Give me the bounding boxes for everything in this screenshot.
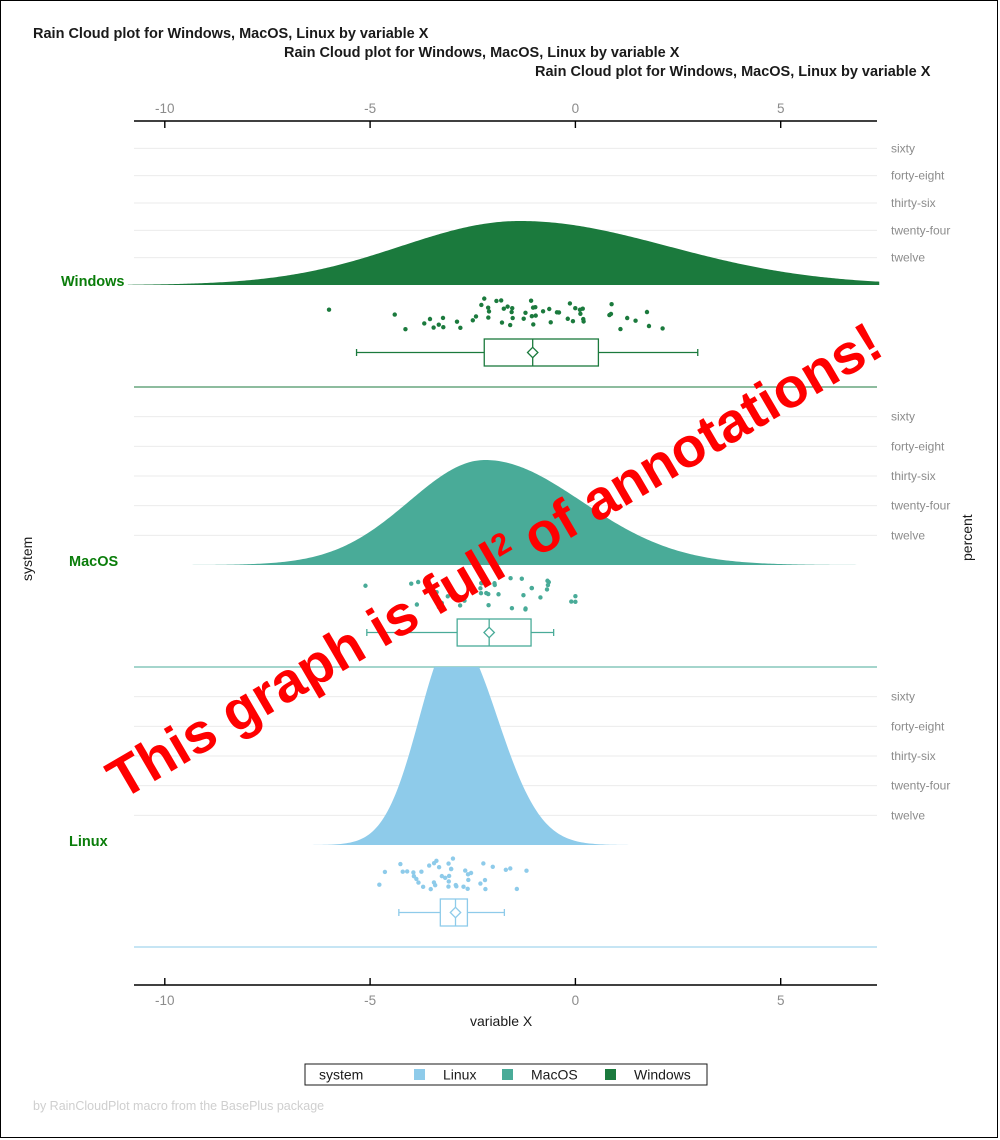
svg-text:thirty-six: thirty-six xyxy=(891,749,936,763)
svg-text:thirty-six: thirty-six xyxy=(891,196,936,210)
svg-text:twenty-four: twenty-four xyxy=(891,499,950,513)
svg-text:MacOS: MacOS xyxy=(531,1067,578,1083)
svg-text:sixty: sixty xyxy=(891,141,915,155)
svg-text:twenty-four: twenty-four xyxy=(891,779,950,793)
svg-text:-5: -5 xyxy=(364,993,376,1008)
svg-text:twelve: twelve xyxy=(891,808,925,822)
svg-text:forty-eight: forty-eight xyxy=(891,169,945,183)
svg-text:sixty: sixty xyxy=(891,410,915,424)
svg-text:-10: -10 xyxy=(155,993,175,1008)
svg-text:thirty-six: thirty-six xyxy=(891,469,936,483)
svg-text:5: 5 xyxy=(777,993,785,1008)
svg-text:Linux: Linux xyxy=(443,1067,476,1083)
svg-text:twelve: twelve xyxy=(891,251,925,265)
svg-text:twelve: twelve xyxy=(891,528,925,542)
svg-text:5: 5 xyxy=(777,101,785,116)
svg-text:Windows: Windows xyxy=(634,1067,691,1083)
svg-text:forty-eight: forty-eight xyxy=(891,439,945,453)
svg-text:forty-eight: forty-eight xyxy=(891,719,945,733)
svg-text:0: 0 xyxy=(572,993,580,1008)
svg-text:0: 0 xyxy=(572,101,580,116)
svg-text:system: system xyxy=(319,1067,363,1083)
svg-text:twenty-four: twenty-four xyxy=(891,223,950,237)
svg-text:-10: -10 xyxy=(155,101,175,116)
svg-text:-5: -5 xyxy=(364,101,376,116)
svg-text:sixty: sixty xyxy=(891,690,915,704)
